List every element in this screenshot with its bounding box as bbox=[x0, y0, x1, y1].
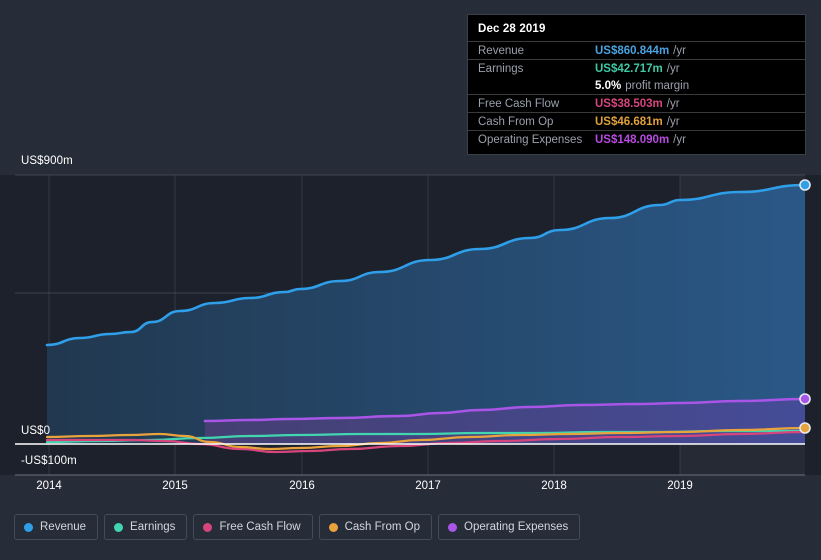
tooltip-metric-value: US$38.503m bbox=[595, 97, 663, 110]
tooltip-metric-label: Free Cash Flow bbox=[478, 97, 560, 110]
series-line-operating-expenses bbox=[203, 397, 807, 423]
legend-item-label: Operating Expenses bbox=[464, 521, 569, 533]
legend-color-dot-icon bbox=[24, 522, 33, 532]
legend-color-dot-icon bbox=[114, 522, 124, 532]
tooltip-metric-unit: /yr bbox=[666, 97, 680, 110]
endpoint-marker-operating-expenses bbox=[799, 393, 811, 405]
tooltip-metric-value: US$148.090m bbox=[595, 133, 670, 146]
legend-item-revenue[interactable]: Revenue bbox=[14, 514, 99, 540]
legend-item-label: Free Cash Flow bbox=[219, 521, 301, 533]
tooltip-metric-label: Cash From Op bbox=[478, 115, 554, 128]
endpoint-marker-revenue bbox=[799, 179, 811, 191]
chart-legend: Revenue Earnings Free Cash Flow Cash From O… bbox=[14, 514, 581, 540]
tooltip-rows: Revenue US$860.844m/yr Earnings US$42.717m /… bbox=[468, 41, 805, 148]
tooltip-metric-unit: /yr bbox=[673, 133, 686, 146]
legend-color-dot-icon bbox=[328, 522, 338, 532]
tooltip-metric-value: US$42.717m bbox=[595, 62, 663, 75]
tooltip-row: Operating Expenses US$148.090m/yr bbox=[468, 130, 805, 148]
tooltip-row: Cash From Op US$46.681m/yr bbox=[468, 112, 805, 130]
legend-item-earnings[interactable]: Earnings bbox=[104, 514, 188, 540]
legend-item-label: Revenue bbox=[40, 521, 87, 533]
revenue-earnings-chart bbox=[0, 174, 821, 476]
tooltip-metric-value: US$860.844m bbox=[595, 44, 670, 57]
legend-item-label: Cash From Op bbox=[344, 521, 421, 533]
legend-item-free-cash-flow[interactable]: Free Cash Flow bbox=[193, 514, 313, 540]
series-line-revenue bbox=[45, 183, 807, 347]
tooltip-metric-unit: /yr bbox=[666, 115, 680, 128]
tooltip-metric-label: Revenue bbox=[478, 44, 525, 57]
tooltip-metric-unit: /yr bbox=[666, 62, 680, 75]
legend-color-dot-icon bbox=[448, 522, 458, 532]
legend-item-operating-expenses[interactable]: Operating Expenses bbox=[438, 514, 581, 540]
series-line-free-cash-flow bbox=[45, 430, 807, 454]
legend-item-label: Earnings bbox=[130, 521, 176, 533]
legend-color-dot-icon bbox=[203, 522, 213, 532]
tooltip-metric-unit: /yr bbox=[673, 44, 686, 57]
series-line-cash-from-op bbox=[45, 426, 807, 451]
endpoint-marker-cash-from-op bbox=[799, 422, 811, 434]
chart-canvas: US$900m US$0 -US$100m 2014 2015 2016 2017 20… bbox=[0, 155, 821, 492]
data-tooltip: Dec 28 2019 Revenue US$860.844m/yr Earning… bbox=[467, 14, 806, 155]
tooltip-row: Earnings US$42.717m/yr bbox=[468, 59, 805, 77]
tooltip-metric-value: US$46.681m bbox=[595, 115, 663, 128]
tooltip-row: Revenue US$860.844m/yr bbox=[468, 41, 805, 59]
tooltip-profit-margin-value: 5.0% bbox=[595, 79, 622, 92]
legend-item-cash-from-op[interactable]: Cash From Op bbox=[318, 514, 433, 540]
tooltip-row: Free Cash Flow US$38.503m/yr bbox=[468, 94, 805, 112]
tooltip-metric-label: Earnings bbox=[478, 62, 524, 75]
tooltip-profit-margin-label: profit margin bbox=[625, 79, 690, 92]
tooltip-date: Dec 28 2019 bbox=[478, 23, 546, 35]
area-fill-revenue bbox=[47, 185, 805, 444]
tooltip-profit-margin-row: 5.0% profit margin bbox=[468, 77, 805, 94]
tooltip-metric-label: Operating Expenses bbox=[478, 133, 583, 146]
